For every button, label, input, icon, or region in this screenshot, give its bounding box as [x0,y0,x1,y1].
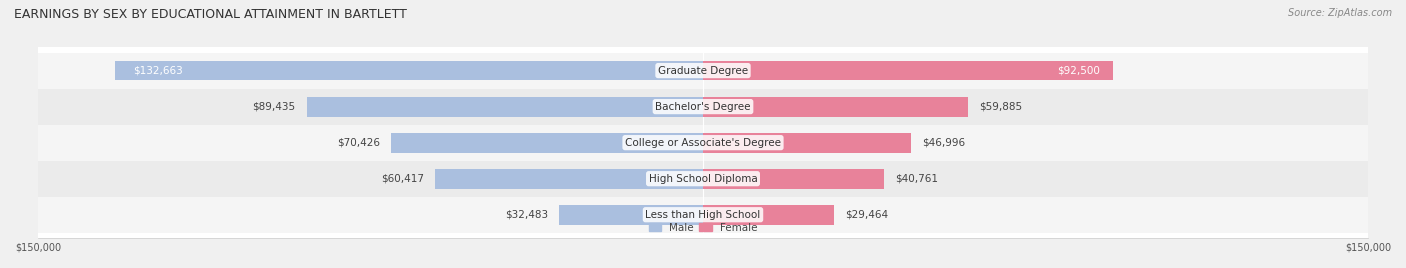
Text: Less than High School: Less than High School [645,210,761,220]
Text: $59,885: $59,885 [980,102,1022,111]
Legend: Male, Female: Male, Female [644,218,762,237]
Bar [307,97,703,117]
Bar [436,169,703,189]
Bar [703,133,911,152]
Bar [115,61,703,80]
Bar [38,125,1368,161]
Bar [391,133,703,152]
Bar [38,89,1368,125]
Text: $92,500: $92,500 [1057,66,1099,76]
Text: High School Diploma: High School Diploma [648,174,758,184]
Bar [703,61,1114,80]
Text: Source: ZipAtlas.com: Source: ZipAtlas.com [1288,8,1392,18]
Text: EARNINGS BY SEX BY EDUCATIONAL ATTAINMENT IN BARTLETT: EARNINGS BY SEX BY EDUCATIONAL ATTAINMEN… [14,8,406,21]
Text: $89,435: $89,435 [252,102,295,111]
Bar [38,197,1368,233]
Text: $60,417: $60,417 [381,174,425,184]
Text: Graduate Degree: Graduate Degree [658,66,748,76]
Bar [560,205,703,225]
Bar [703,97,969,117]
Bar [38,161,1368,197]
Text: Bachelor's Degree: Bachelor's Degree [655,102,751,111]
Text: $70,426: $70,426 [336,138,380,148]
Bar [703,205,834,225]
Text: $29,464: $29,464 [845,210,887,220]
Text: $132,663: $132,663 [132,66,183,76]
Bar [703,169,884,189]
Bar [38,53,1368,89]
Text: $32,483: $32,483 [505,210,548,220]
Text: College or Associate's Degree: College or Associate's Degree [626,138,780,148]
Text: $40,761: $40,761 [894,174,938,184]
Text: $46,996: $46,996 [922,138,966,148]
